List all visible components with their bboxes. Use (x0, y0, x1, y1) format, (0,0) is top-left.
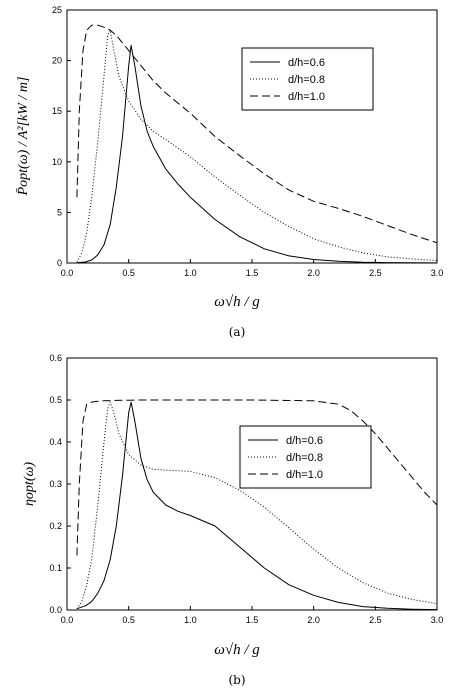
chart-a-series-line-2 (76, 24, 438, 244)
chart-b-legend-label-1: d/h=0.8 (286, 452, 323, 464)
chart-b-series-line-0 (76, 401, 438, 611)
chart-b-series-line-2 (76, 399, 438, 556)
chart-b-x-tick-label: 0.5 (122, 615, 135, 625)
chart-a-x-tick-label: 0.0 (61, 268, 74, 278)
chart-b-x-tick-label: 2.5 (369, 615, 382, 625)
chart-b-y-axis-label: ηopt(ω) (22, 462, 37, 506)
chart-b-y-tick-label: 0.2 (49, 521, 62, 531)
chart-a-y-axis-label: P̄opt(ω) / A²[kW / m] (16, 77, 31, 197)
chart-b: 0.0 0.5 1.0 1.5 2.0 2.5 3.0 0.0 0.1 0.2 0.3 0.4 0.5 0… (22, 353, 443, 687)
chart-a-legend-label-0: d/h=0.6 (288, 57, 325, 69)
chart-a-legend: d/h=0.6 d/h=0.8 d/h=1.0 (241, 47, 374, 111)
chart-a-x-tick-label: 1.0 (184, 268, 197, 278)
chart-b-y-tick-label: 0.4 (49, 437, 62, 447)
chart-a-caption: (a) (229, 325, 246, 339)
chart-a-y-tick-label: 5 (57, 207, 62, 217)
chart-b-legend-box (239, 425, 372, 489)
chart-b-x-tick-label: 1.5 (246, 615, 259, 625)
chart-a-y-tick-label: 25 (52, 5, 62, 15)
chart-a-y-tick-label: 0 (57, 258, 62, 268)
chart-a-y-tick-label: 20 (52, 56, 62, 66)
chart-a: 0.0 0.5 1.0 1.5 2.0 2.5 3.0 0 5 10 15 20 25 d/h=0.6 … (16, 5, 443, 339)
chart-b-y-tick-label: 0.5 (49, 395, 62, 405)
chart-b-ticks: 0.0 0.5 1.0 1.5 2.0 2.5 3.0 0.0 0.1 0.2 0.3 0.4 0.5 0… (49, 353, 443, 625)
chart-a-series-line-0 (76, 44, 438, 264)
chart-a-legend-box (241, 47, 374, 111)
chart-b-y-tick-label: 0.0 (49, 605, 62, 615)
chart-a-x-tick-label: 0.5 (122, 268, 135, 278)
chart-a-x-tick-label: 2.5 (369, 268, 382, 278)
chart-a-series-line-1 (76, 29, 438, 263)
chart-a-ticks: 0.0 0.5 1.0 1.5 2.0 2.5 3.0 0 5 10 15 20 25 (52, 5, 443, 278)
chart-a-x-tick-label: 3.0 (431, 268, 444, 278)
chart-a-legend-label-1: d/h=0.8 (288, 74, 325, 86)
chart-b-x-axis-label: ω√h / g (214, 642, 260, 658)
chart-b-x-tick-label: 1.0 (184, 615, 197, 625)
chart-b-y-tick-label: 0.3 (49, 479, 62, 489)
chart-b-x-tick-label: 0.0 (61, 615, 74, 625)
chart-b-x-tick-label: 2.0 (307, 615, 320, 625)
chart-a-series (76, 24, 438, 264)
chart-b-legend-label-2: d/h=1.0 (286, 469, 323, 481)
chart-b-legend: d/h=0.6 d/h=0.8 d/h=1.0 (239, 425, 372, 489)
chart-a-x-tick-label: 1.5 (246, 268, 259, 278)
chart-b-legend-label-0: d/h=0.6 (286, 435, 323, 447)
chart-a-x-axis-label: ω√h / g (214, 294, 260, 310)
chart-b-x-tick-label: 3.0 (431, 615, 444, 625)
chart-b-series (76, 399, 438, 611)
chart-a-y-tick-label: 10 (52, 157, 62, 167)
chart-b-y-tick-label: 0.1 (49, 563, 62, 573)
chart-a-legend-label-2: d/h=1.0 (288, 91, 325, 103)
chart-a-x-tick-label: 2.0 (307, 268, 320, 278)
chart-b-y-tick-label: 0.6 (49, 353, 62, 363)
chart-a-y-tick-label: 15 (52, 106, 62, 116)
chart-b-caption: (b) (228, 673, 245, 687)
